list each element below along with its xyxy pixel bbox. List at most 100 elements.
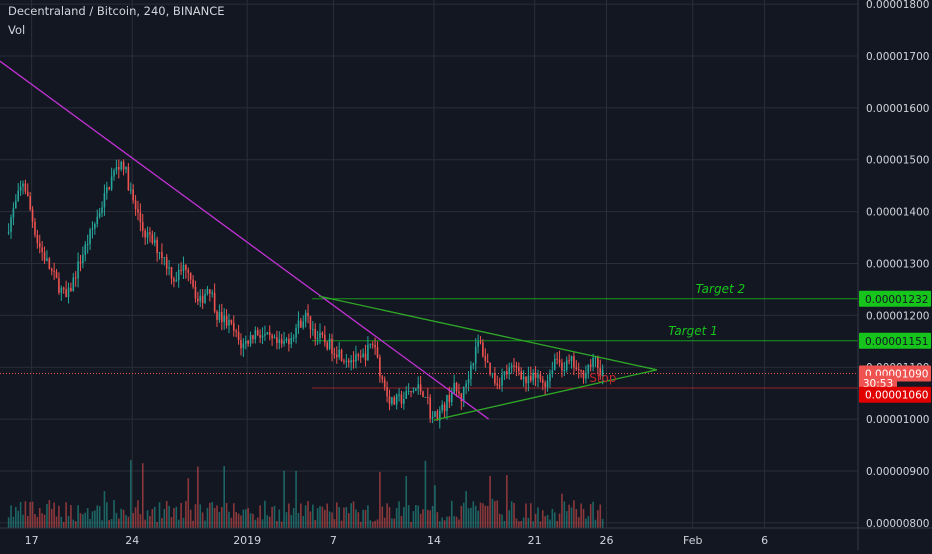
candle-body (17, 190, 20, 201)
volume-bar (412, 511, 415, 528)
candle-body (347, 360, 350, 363)
volume-bar (256, 517, 259, 528)
candle-body (89, 229, 91, 244)
candle-body (453, 382, 455, 393)
volume-bar (249, 513, 252, 528)
candle-body (86, 243, 89, 245)
volume-bar (565, 511, 568, 528)
candle-body (259, 334, 261, 338)
candle-body (534, 372, 537, 379)
candle-body (149, 232, 151, 235)
candle-body (235, 330, 237, 332)
candle-body (254, 330, 257, 340)
candle-body (180, 269, 182, 271)
volume-bar (189, 509, 192, 528)
volume-bar (417, 505, 420, 528)
candle-body (556, 358, 558, 360)
candle-body (565, 360, 568, 371)
candle-body (266, 332, 269, 334)
volume-bar (199, 504, 202, 528)
volume-bar (268, 516, 271, 528)
x-tick-label: Feb (683, 534, 702, 547)
candle-body (506, 371, 508, 375)
candle-body (137, 209, 139, 213)
volume-bar (242, 509, 245, 528)
volume-bar (271, 506, 273, 528)
volume-bar (94, 510, 96, 528)
volume-bar (446, 516, 448, 528)
volume-bar (544, 516, 546, 528)
volume-bar (120, 508, 123, 528)
candle-body (496, 383, 499, 386)
volume-bar (280, 521, 283, 528)
volume-bar (518, 521, 520, 528)
candle-body (209, 289, 211, 294)
volume-bar (122, 509, 125, 528)
volume-bar (163, 508, 166, 528)
volume-bar (577, 517, 580, 528)
volume-bar (50, 508, 53, 528)
candle-body (328, 338, 331, 350)
candle-body (338, 349, 340, 358)
candle-body (527, 375, 530, 384)
volume-bar (77, 505, 79, 528)
candle-body (271, 335, 273, 339)
candle-body (300, 320, 302, 328)
y-tick-label: 0.00001500 (866, 155, 929, 167)
volume-bar (182, 517, 185, 528)
volume-bar (266, 515, 269, 528)
volume-bar (343, 507, 345, 528)
volume-bar (70, 505, 72, 528)
volume-bar (125, 515, 127, 528)
price-label-text: 0.00001060 (865, 390, 928, 402)
candle-body (484, 356, 487, 362)
candle-body (12, 208, 15, 218)
volume-bar (321, 506, 324, 528)
candle-body (525, 376, 527, 384)
price-label-box (859, 375, 897, 390)
volume-bar (7, 517, 10, 528)
volume-bar (357, 512, 360, 528)
volume-bar (525, 503, 527, 528)
volume-bar (498, 513, 501, 528)
candle-body (161, 252, 163, 258)
y-tick-label: 0.00001600 (866, 103, 929, 115)
volume-bar (546, 514, 549, 528)
volume-bar (486, 505, 489, 528)
candle-body (592, 357, 594, 367)
volume-bar (582, 508, 585, 528)
volume-bar (74, 521, 77, 528)
candle-body (288, 338, 290, 345)
candle-body (283, 340, 285, 344)
volume-bar (254, 519, 257, 528)
volume-bar (55, 516, 58, 528)
candle-body (237, 331, 240, 340)
volume-bar (381, 506, 384, 528)
volume-bar (403, 507, 405, 528)
volume-bar (352, 501, 355, 528)
candle-body (41, 247, 43, 253)
candle-body (201, 295, 204, 303)
volume-bar (563, 501, 566, 528)
volume-bar (132, 513, 134, 528)
candle-body (371, 344, 374, 346)
volume-bar (283, 470, 285, 528)
volume-bar (570, 507, 573, 528)
candle-body (264, 333, 266, 336)
volume-bar (335, 502, 338, 528)
candle-body (424, 396, 427, 398)
volume-bar (244, 509, 247, 528)
candle-body (22, 183, 24, 187)
candle-body (252, 335, 254, 340)
candle-body (539, 374, 542, 380)
volume-bar (333, 519, 336, 528)
candle-body (228, 319, 230, 326)
volume-bar (237, 513, 240, 528)
volume-bar (508, 510, 511, 528)
candle-body (443, 404, 446, 412)
volume-bar (221, 507, 223, 528)
candle-body (532, 372, 534, 381)
candle-body (156, 239, 158, 254)
